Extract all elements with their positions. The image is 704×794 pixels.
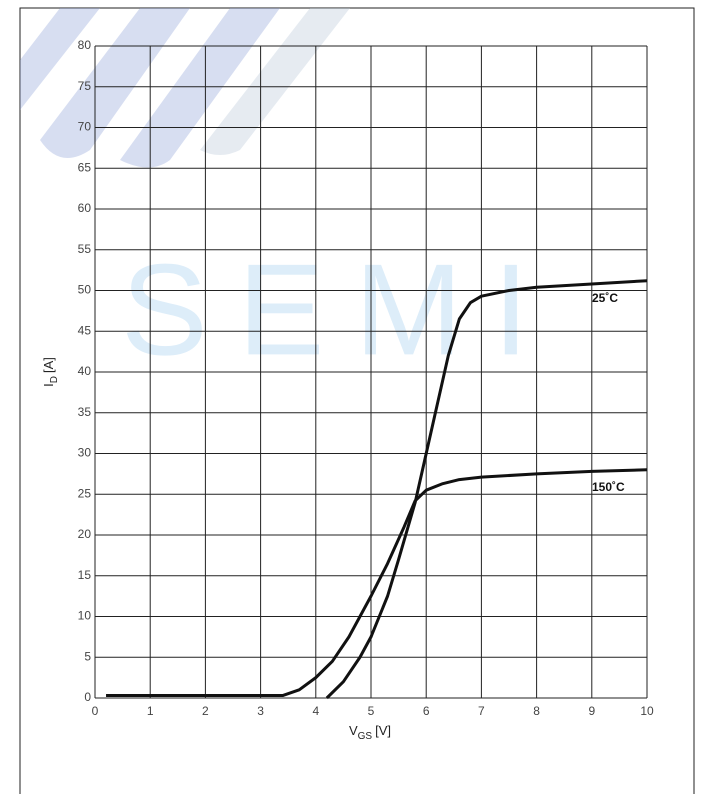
x-label-unit: [V]: [375, 723, 391, 738]
y-tick-label: 0: [84, 690, 91, 704]
y-label-unit: [A]: [41, 357, 56, 373]
y-tick-label: 15: [78, 568, 92, 582]
y-tick-label: 80: [78, 38, 92, 52]
y-tick-label: 5: [84, 649, 91, 663]
y-tick-label: 65: [78, 160, 92, 174]
curve: [106, 468, 648, 698]
x-tick-label: 7: [478, 704, 485, 718]
frame: [19, 7, 695, 794]
curve-label: 150˚C: [592, 480, 625, 494]
x-label-main: V: [349, 723, 358, 738]
curve: [325, 279, 648, 700]
y-tick-label: 45: [78, 323, 92, 337]
y-tick-label: 35: [78, 405, 92, 419]
x-tick-label: 3: [257, 704, 264, 718]
x-tick-label: 0: [92, 704, 99, 718]
x-axis-label: VGS [V]: [349, 723, 391, 741]
y-tick-label: 20: [78, 527, 92, 541]
x-tick-label: 1: [147, 704, 154, 718]
y-tick-label: 55: [78, 242, 92, 256]
x-tick-label: 9: [588, 704, 595, 718]
x-tick-label: 10: [640, 704, 654, 718]
y-tick-label: 25: [78, 486, 92, 500]
y-label-sub: D: [49, 376, 60, 383]
y-axis-label: ID [A]: [41, 357, 59, 387]
y-label-main: I: [41, 383, 56, 387]
x-label-sub: GS: [358, 731, 373, 742]
x-tick-label: 4: [312, 704, 319, 718]
y-tick-label: 10: [78, 609, 92, 623]
curve-label: 25˚C: [592, 291, 618, 305]
y-tick-label: 60: [78, 201, 92, 215]
y-tick-label: 75: [78, 79, 92, 93]
y-tick-label: 50: [78, 283, 92, 297]
y-tick-label: 30: [78, 446, 92, 460]
y-tick-label: 70: [78, 120, 92, 134]
x-tick-label: 8: [533, 704, 540, 718]
watermark-stripes: [20, 8, 350, 168]
x-tick-label: 2: [202, 704, 209, 718]
y-tick-label: 40: [78, 364, 92, 378]
watermark: SEMI: [121, 236, 559, 382]
x-tick-label: 6: [423, 704, 430, 718]
x-tick-label: 5: [368, 704, 375, 718]
